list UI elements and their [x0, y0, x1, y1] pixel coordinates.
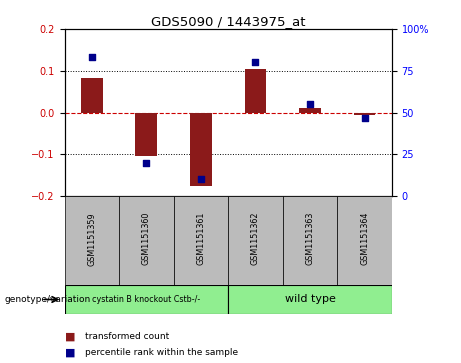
Point: [252, 60, 259, 65]
Text: ■: ■: [65, 332, 75, 342]
Bar: [299, 107, 321, 113]
Point: [361, 115, 368, 121]
Text: GSM1151364: GSM1151364: [360, 212, 369, 265]
Bar: [190, 113, 212, 185]
Bar: [174, 196, 228, 285]
Bar: [136, 113, 157, 156]
Text: GSM1151362: GSM1151362: [251, 212, 260, 265]
Point: [306, 101, 313, 107]
Bar: [283, 196, 337, 285]
Text: genotype/variation: genotype/variation: [5, 295, 91, 304]
Text: wild type: wild type: [284, 294, 336, 305]
Text: GSM1151363: GSM1151363: [306, 212, 314, 265]
Text: percentile rank within the sample: percentile rank within the sample: [85, 348, 238, 357]
Text: cystatin B knockout Cstb-/-: cystatin B knockout Cstb-/-: [92, 295, 201, 304]
Text: GSM1151360: GSM1151360: [142, 212, 151, 265]
Bar: [337, 196, 392, 285]
Text: GSM1151361: GSM1151361: [196, 212, 206, 265]
Point: [142, 160, 150, 166]
Point: [88, 54, 95, 60]
Bar: [228, 285, 392, 314]
Title: GDS5090 / 1443975_at: GDS5090 / 1443975_at: [151, 15, 306, 28]
Bar: [119, 196, 174, 285]
Bar: [354, 113, 375, 115]
Point: [197, 176, 205, 182]
Text: transformed count: transformed count: [85, 333, 170, 341]
Bar: [65, 285, 228, 314]
Bar: [81, 78, 103, 113]
Bar: [244, 69, 266, 113]
Bar: [228, 196, 283, 285]
Text: ■: ■: [65, 348, 75, 358]
Text: GSM1151359: GSM1151359: [87, 212, 96, 265]
Bar: [65, 196, 119, 285]
